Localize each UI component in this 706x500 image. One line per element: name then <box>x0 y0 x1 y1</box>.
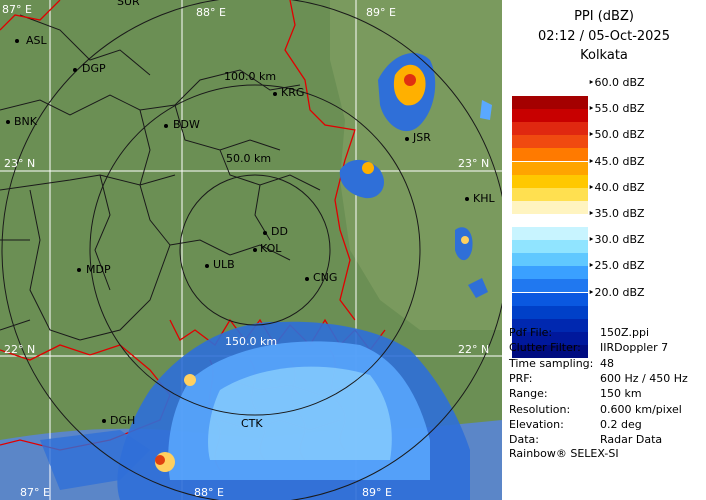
info-value: 0.2 deg <box>600 417 642 431</box>
place-markers <box>6 39 469 423</box>
legend-swatch <box>512 344 588 358</box>
district-boundaries <box>0 14 321 341</box>
place-ulb: ULB <box>213 258 235 271</box>
lon-89-bottom-label: 89° E <box>362 486 392 499</box>
legend-label: ‣60.0 dBZ <box>588 76 645 89</box>
range-rings <box>1 0 502 500</box>
legend-swatch <box>512 331 588 345</box>
legend-label: ‣55.0 dBZ <box>588 102 645 116</box>
place-krg: KRG <box>281 86 305 99</box>
legend-swatch <box>512 200 588 214</box>
lon-89-top-label: 89° E <box>366 6 396 19</box>
info-value: 0.600 km/pixel <box>600 402 682 416</box>
legend-swatch <box>512 96 588 109</box>
legend-swatch <box>512 135 588 149</box>
place-dd: DD <box>271 225 288 238</box>
legend-label: ‣20.0 dBZ <box>588 285 645 299</box>
place-bnk: BNK <box>14 115 37 128</box>
legend-swatch <box>512 213 588 227</box>
info-key: Pdf File: <box>509 326 553 339</box>
legend-label: ‣50.0 dBZ <box>588 128 645 142</box>
place-ctk: CTK <box>241 417 263 430</box>
legend-swatch <box>512 227 588 240</box>
product-title: PPI (dBZ) <box>574 9 634 24</box>
info-value: Radar Data <box>600 433 663 447</box>
legend-swatch <box>512 305 588 319</box>
place-dgp: DGP <box>82 62 106 75</box>
legend-label: ‣40.0 dBZ <box>588 180 645 194</box>
legend-swatch <box>512 279 588 293</box>
legend-swatch <box>512 318 588 332</box>
radar-map[interactable]: 87° E 88° E 89° E 23° N 23° N 22° N 22° … <box>0 0 502 500</box>
info-key: Range: <box>509 387 548 401</box>
legend-swatch <box>512 109 588 123</box>
info-panel: PPI (dBZ) 02:12 / 05-Oct-2025 Kolkata ‣6… <box>502 0 706 500</box>
info-value: 48 <box>600 356 614 370</box>
lat-22-right-label: 22° N <box>458 343 490 356</box>
legend-label: ‣45.0 dBZ <box>588 154 645 168</box>
place-cng: CNG <box>313 271 338 284</box>
legend-swatch <box>512 148 588 162</box>
map-canvas <box>0 0 502 500</box>
legend-swatch <box>512 266 588 280</box>
legend-swatch <box>512 187 588 201</box>
lat-22-left-label: 22° N <box>4 343 36 356</box>
info-key: Elevation: <box>509 417 564 431</box>
station-label: Kolkata <box>580 48 628 63</box>
range-150km-label: 150.0 km <box>225 335 278 348</box>
legend-swatch <box>512 253 588 267</box>
legend-label: ‣30.0 dBZ <box>588 233 645 247</box>
range-100km-label: 100.0 km <box>224 70 277 83</box>
lon-88-top-label: 88° E <box>196 6 226 19</box>
legend-swatch <box>512 240 588 254</box>
range-50km-label: 50.0 km <box>226 152 272 165</box>
legend-swatch <box>512 161 588 175</box>
info-key: PRF: <box>509 371 533 385</box>
datetime-label: 02:12 / 05-Oct-2025 <box>538 29 670 44</box>
place-khl: KHL <box>473 192 495 205</box>
place-mdp: MDP <box>86 263 111 276</box>
info-key: Clutter Filter: <box>509 341 581 355</box>
legend-label: ‣25.0 dBZ <box>588 259 645 273</box>
place-sur: SUR <box>117 0 140 8</box>
place-jsr: JSR <box>413 131 431 144</box>
legend-swatch <box>512 122 588 136</box>
place-kol: KOL <box>260 242 282 255</box>
legend-swatch <box>512 292 588 306</box>
footer-credit: Rainbow® SELEX-SI <box>509 447 619 460</box>
lon-87-top-label: 87° E <box>2 3 32 16</box>
lat-lon-grid <box>0 0 502 500</box>
lat-23-left-label: 23° N <box>4 157 36 170</box>
info-value: 150 km <box>600 387 642 401</box>
info-key: Resolution: <box>509 402 571 416</box>
lon-88-bottom-label: 88° E <box>194 486 224 499</box>
info-key: Time sampling: <box>509 356 594 370</box>
info-value: IIRDoppler 7 <box>600 341 669 355</box>
place-asl: ASL <box>26 34 47 47</box>
place-dgh: DGH <box>110 414 136 427</box>
lat-23-right-label: 23° N <box>458 157 490 170</box>
info-key: Data: <box>509 433 539 447</box>
lon-87-bottom-label: 87° E <box>20 486 50 499</box>
place-bdw: BDW <box>173 118 200 131</box>
info-value: 150Z.ppi <box>600 326 650 339</box>
legend-label: ‣35.0 dBZ <box>588 207 645 220</box>
info-value: 600 Hz / 450 Hz <box>600 371 688 385</box>
legend-swatch <box>512 174 588 188</box>
